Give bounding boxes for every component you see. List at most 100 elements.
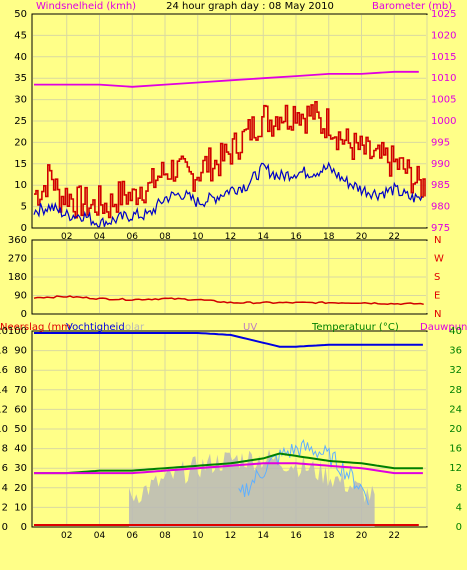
x-tick-label: 22	[389, 531, 400, 541]
temperature-tick-label: 4	[456, 502, 462, 513]
humidity-tick-label: 100	[8, 326, 27, 337]
rain-tick-label: 20	[0, 326, 8, 337]
x-tick-label: 18	[323, 232, 335, 242]
rain-tick-label: 12	[0, 404, 8, 415]
barometer-tick-label: 995	[431, 137, 450, 148]
wind-tick-label: 15	[14, 159, 27, 170]
temperature-tick-label: 12	[449, 463, 462, 474]
wind-tick-label: 25	[14, 116, 27, 127]
wind-tick-label: 45	[14, 30, 27, 41]
x-tick-label: 20	[356, 531, 368, 541]
wind-tick-label: 30	[14, 95, 27, 106]
x-tick-label: 12	[225, 232, 236, 242]
x-tick-label: 08	[159, 232, 171, 242]
barometer-tick-label: 975	[431, 223, 450, 234]
direction-tick-label: 360	[8, 235, 27, 246]
temperature-tick-label: 16	[449, 444, 462, 455]
humidity-tick-label: 10	[14, 502, 27, 513]
humidity-tick-label: 30	[14, 463, 27, 474]
direction-tick-label: 90	[14, 291, 27, 302]
barometer-tick-label: 1025	[431, 9, 456, 20]
barometer-tick-label: 1005	[431, 95, 456, 106]
rain-tick-label: 2	[2, 502, 8, 513]
dewpoint-axis-title: Dauwpunt	[420, 322, 467, 333]
direction-tick-label: 270	[8, 254, 27, 265]
wind-axis-title: Windsnelheid (kmh)	[36, 1, 136, 12]
wind-tick-label: 10	[14, 180, 27, 191]
barometer-line	[34, 70, 419, 88]
temperature-tick-label: 0	[456, 522, 462, 533]
x-tick-label: 16	[290, 531, 302, 541]
rain-axis-title: Neerslag (mm	[0, 322, 71, 333]
barometer-tick-label: 980	[431, 202, 450, 213]
x-tick-label: 14	[258, 232, 270, 242]
rain-tick-label: 4	[2, 483, 8, 494]
x-tick-label: 20	[356, 232, 368, 242]
humidity-tick-label: 40	[14, 444, 27, 455]
temperature-tick-label: 40	[449, 326, 462, 337]
axis-ticks: 0202040406060808101012121414161618182020…	[0, 9, 462, 541]
wind-average-line	[33, 161, 423, 228]
dewpoint-line	[34, 462, 423, 475]
x-tick-label: 18	[323, 531, 335, 541]
temperature-tick-label: 36	[449, 346, 462, 357]
temperature-tick-label: 8	[456, 483, 462, 494]
uv-axis-title: UV	[243, 322, 257, 333]
x-tick-label: 06	[127, 531, 139, 541]
temperature-axis-title: Temperatuur (°C)	[311, 322, 399, 333]
x-tick-label: 22	[389, 232, 400, 242]
compass-tick-label: E	[434, 291, 440, 302]
x-tick-label: 04	[94, 232, 106, 242]
x-tick-label: 06	[127, 232, 139, 242]
barometer-axis-title: Barometer (mb)	[372, 1, 452, 12]
wind-tick-label: 5	[21, 202, 27, 213]
humidity-tick-label: 50	[14, 424, 27, 435]
wind-tick-label: 0	[21, 223, 27, 234]
humidity-tick-label: 70	[14, 385, 27, 396]
solar-axis-title: olar	[125, 322, 145, 333]
wind-tick-label: 50	[14, 9, 27, 20]
direction-tick-label: 180	[8, 272, 27, 283]
compass-tick-label: N	[434, 235, 441, 246]
x-tick-label: 14	[258, 531, 270, 541]
barometer-tick-label: 1020	[431, 30, 456, 41]
data-series	[33, 70, 426, 526]
barometer-tick-label: 985	[431, 180, 450, 191]
humidity-line	[34, 332, 423, 348]
barometer-tick-label: 990	[431, 159, 450, 170]
rain-tick-label: 18	[0, 346, 8, 357]
rain-tick-label: 16	[0, 365, 8, 376]
wind-tick-label: 20	[14, 137, 27, 148]
wind-gust-line	[34, 101, 426, 219]
x-tick-label: 02	[61, 531, 72, 541]
temperature-tick-label: 32	[449, 365, 462, 376]
wind-direction-line	[33, 295, 424, 306]
humidity-tick-label: 80	[14, 365, 27, 376]
x-tick-label: 04	[94, 531, 106, 541]
wind-tick-label: 40	[14, 52, 27, 63]
solar-detail-line	[238, 438, 369, 506]
compass-tick-label: N	[434, 309, 441, 320]
temperature-tick-label: 24	[449, 404, 462, 415]
x-tick-label: 02	[61, 232, 72, 242]
humidity-tick-label: 20	[14, 483, 27, 494]
x-tick-label: 10	[192, 531, 204, 541]
temperature-line	[34, 452, 423, 475]
x-tick-label: 10	[192, 232, 204, 242]
humidity-tick-label: 0	[21, 522, 27, 533]
humidity-tick-label: 60	[14, 404, 27, 415]
rain-tick-label: 6	[2, 463, 8, 474]
rain-tick-label: 14	[0, 385, 8, 396]
barometer-tick-label: 1010	[431, 73, 456, 84]
graph-title: 24 hour graph day : 08 May 2010	[166, 1, 334, 12]
barometer-tick-label: 1015	[431, 52, 456, 63]
x-tick-label: 08	[159, 531, 171, 541]
x-tick-label: 12	[225, 531, 236, 541]
compass-tick-label: S	[434, 272, 440, 283]
x-tick-label: 16	[290, 232, 302, 242]
barometer-tick-label: 1000	[431, 116, 456, 127]
humidity-tick-label: 90	[14, 346, 27, 357]
direction-tick-label: 0	[21, 309, 27, 320]
